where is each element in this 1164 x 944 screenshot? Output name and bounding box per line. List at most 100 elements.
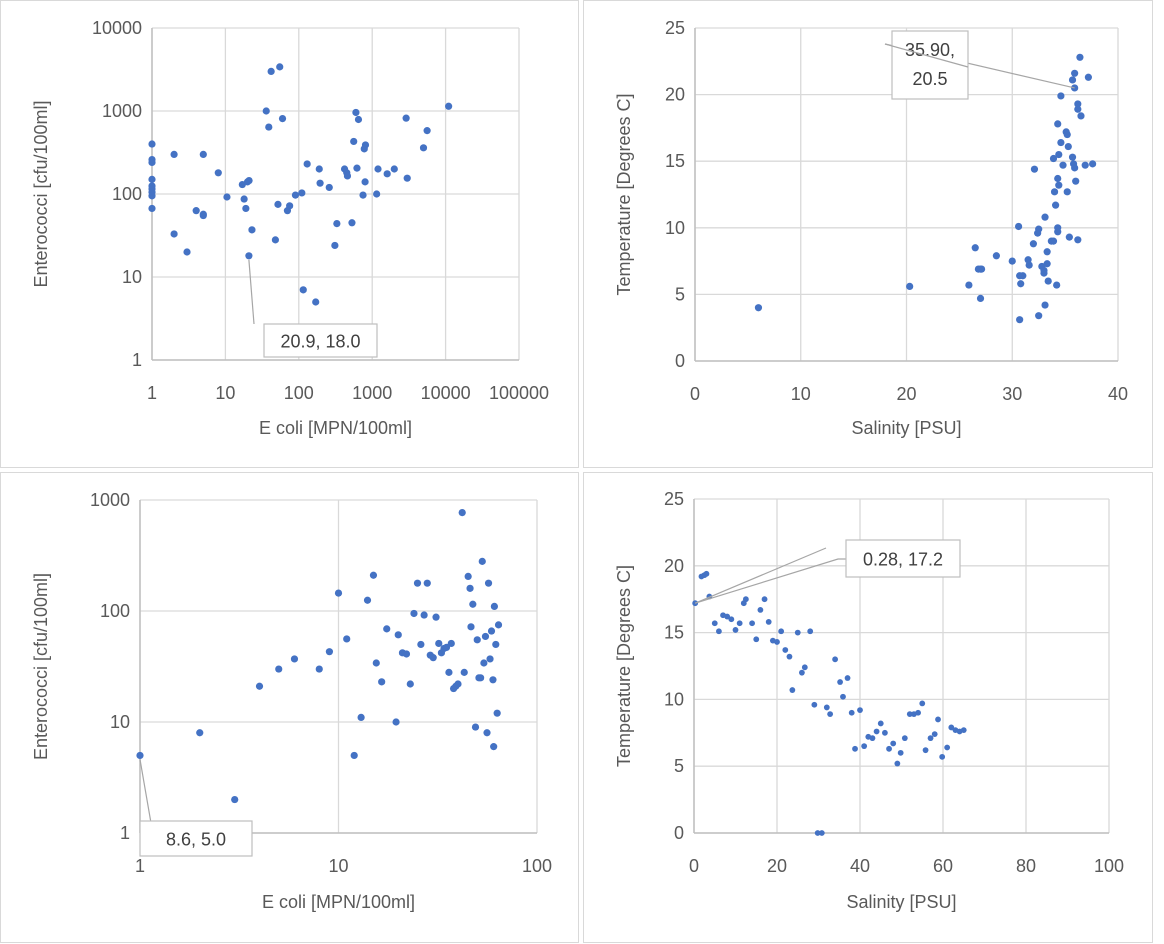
x-tick-label: 20 <box>767 856 787 876</box>
data-point <box>844 675 851 681</box>
data-point <box>882 729 888 736</box>
y-tick-label: 100 <box>100 601 130 621</box>
data-point <box>350 751 358 760</box>
data-point <box>1019 272 1027 280</box>
data-point <box>814 830 821 836</box>
data-point <box>402 114 410 122</box>
x-tick-label: 0 <box>690 384 700 404</box>
data-point <box>948 724 955 731</box>
y-axis-title: Temperature [Degrees C] <box>614 93 634 295</box>
data-point <box>977 265 986 273</box>
x-axis-title: Salinity [PSU] <box>851 418 961 438</box>
data-point <box>417 640 425 649</box>
data-point <box>477 674 485 682</box>
data-point <box>378 678 386 686</box>
data-point <box>897 749 904 756</box>
data-point <box>1074 100 1082 108</box>
data-point <box>1014 222 1023 231</box>
data-point <box>801 664 808 671</box>
data-point <box>343 635 351 643</box>
data-point <box>823 704 830 711</box>
x-tick-label: 100 <box>522 856 552 876</box>
x-tick-label: 60 <box>933 856 953 876</box>
x-tick-label: 10 <box>791 384 811 404</box>
data-label-box <box>263 323 378 358</box>
y-tick-label: 1000 <box>90 490 130 510</box>
y-tick-label: 10 <box>122 267 142 287</box>
data-label-text: 8.6, 5.0 <box>166 830 226 850</box>
data-point <box>419 144 428 152</box>
y-tick-label: 5 <box>674 756 684 776</box>
data-point <box>394 631 402 639</box>
y-tick-label: 1 <box>132 350 142 370</box>
data-point <box>922 747 929 754</box>
data-point <box>1052 201 1060 209</box>
data-point <box>703 570 710 577</box>
data-point <box>818 830 825 836</box>
data-point <box>333 219 341 228</box>
data-point <box>873 728 880 735</box>
data-label-text: 20.9, 18.0 <box>280 332 360 352</box>
data-point <box>894 760 901 767</box>
data-point <box>1044 277 1052 285</box>
x-axis-title: E coli [MPN/100ml] <box>262 892 415 912</box>
data-point <box>383 170 391 178</box>
data-point <box>960 727 967 734</box>
data-label-box <box>845 539 961 578</box>
data-point <box>276 63 284 71</box>
data-point <box>390 165 398 173</box>
x-axis-title: E coli [MPN/100ml] <box>259 418 412 438</box>
data-point <box>711 620 718 627</box>
data-point <box>1041 213 1049 221</box>
data-point <box>976 294 985 302</box>
data-point <box>692 600 699 607</box>
data-point <box>840 693 846 700</box>
data-point <box>136 751 144 760</box>
data-point <box>861 743 868 750</box>
data-point <box>196 729 204 737</box>
data-point <box>447 639 455 648</box>
data-point <box>1040 266 1048 275</box>
data-point <box>1049 237 1058 245</box>
data-point <box>1071 164 1079 172</box>
data-point <box>359 191 367 199</box>
data-point <box>753 636 760 643</box>
data-point <box>789 687 796 693</box>
x-tick-label: 100 <box>1094 856 1124 876</box>
x-tick-label: 20 <box>896 384 916 404</box>
y-axis-title: Temperature [Degrees C] <box>614 565 634 767</box>
data-point <box>1043 260 1051 268</box>
data-point <box>486 655 494 663</box>
data-point <box>1043 248 1051 256</box>
annotation-leader-line <box>248 259 255 325</box>
y-axis-title: Enterococci [cfu/100ml] <box>31 100 51 287</box>
annotation-leader-line <box>694 547 827 604</box>
data-point <box>315 165 323 173</box>
data-point <box>1035 312 1043 320</box>
chart-panel-ecoli-enterococci-bottom: 1 10 100 1 10 100 1000 E coli [MPN/100ml] Entero… <box>0 472 579 943</box>
data-point <box>487 627 496 635</box>
data-point <box>442 643 451 651</box>
data-point <box>906 282 914 291</box>
data-point <box>493 709 501 717</box>
y-tick-label: 5 <box>675 284 685 304</box>
data-point <box>992 252 1000 260</box>
data-point <box>732 627 739 633</box>
data-point <box>372 659 380 667</box>
data-point <box>357 713 365 722</box>
data-point <box>1024 256 1032 264</box>
data-point <box>373 190 381 198</box>
data-point <box>392 718 400 726</box>
data-point <box>494 621 503 629</box>
y-tick-label: 20 <box>664 556 684 576</box>
data-point <box>754 304 763 312</box>
data-point <box>1059 161 1067 169</box>
data-point <box>423 579 431 587</box>
data-point <box>267 67 275 75</box>
data-point <box>478 557 486 565</box>
data-label-box <box>891 30 969 100</box>
x-tick-label: 100000 <box>489 383 549 403</box>
y-tick-label: 15 <box>664 623 684 643</box>
data-point <box>1074 105 1082 113</box>
data-point <box>458 508 466 517</box>
